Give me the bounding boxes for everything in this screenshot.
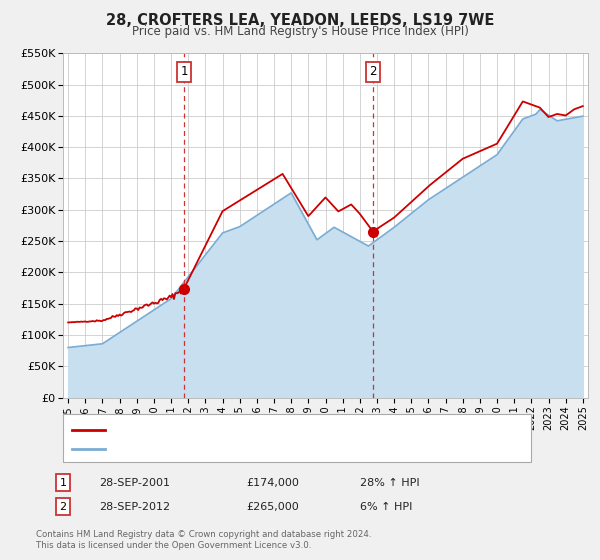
Text: 28, CROFTERS LEA, YEADON, LEEDS, LS19 7WE: 28, CROFTERS LEA, YEADON, LEEDS, LS19 7W…: [106, 13, 494, 28]
Text: 6% ↑ HPI: 6% ↑ HPI: [360, 502, 412, 512]
Text: 28% ↑ HPI: 28% ↑ HPI: [360, 478, 419, 488]
Text: Contains HM Land Registry data © Crown copyright and database right 2024.: Contains HM Land Registry data © Crown c…: [36, 530, 371, 539]
Text: 2: 2: [369, 66, 376, 78]
Text: HPI: Average price, detached house, Leeds: HPI: Average price, detached house, Leed…: [111, 444, 346, 454]
Text: 28-SEP-2001: 28-SEP-2001: [99, 478, 170, 488]
Text: 1: 1: [180, 66, 188, 78]
Text: This data is licensed under the Open Government Licence v3.0.: This data is licensed under the Open Gov…: [36, 541, 311, 550]
Text: Price paid vs. HM Land Registry's House Price Index (HPI): Price paid vs. HM Land Registry's House …: [131, 25, 469, 38]
Text: £174,000: £174,000: [246, 478, 299, 488]
Text: £265,000: £265,000: [246, 502, 299, 512]
Text: 28-SEP-2012: 28-SEP-2012: [99, 502, 170, 512]
Text: 28, CROFTERS LEA, YEADON, LEEDS, LS19 7WE (detached house): 28, CROFTERS LEA, YEADON, LEEDS, LS19 7W…: [111, 424, 470, 435]
Text: 1: 1: [59, 478, 67, 488]
Text: 2: 2: [59, 502, 67, 512]
